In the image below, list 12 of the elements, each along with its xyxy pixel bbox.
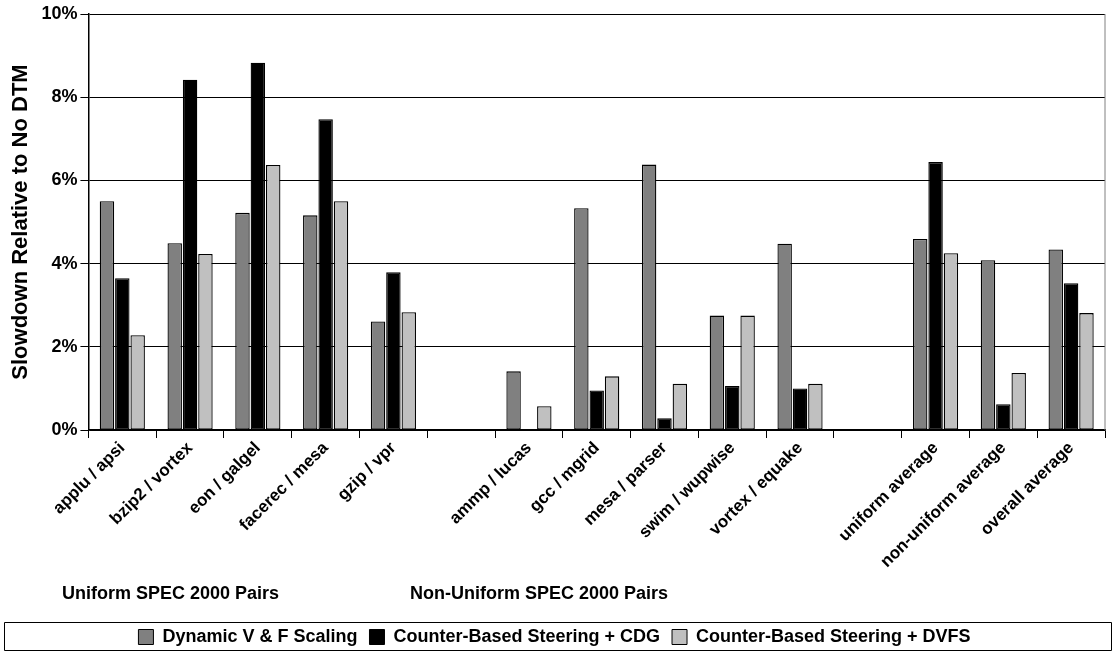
- legend-label: Counter-Based Steering + CDG: [393, 625, 661, 646]
- text: Non-Uniform SPEC 2000 Pairs: [410, 582, 669, 603]
- text: Uniform SPEC 2000 Pairs: [62, 582, 280, 603]
- y-tick-label: 4%: [51, 252, 78, 273]
- y-tick-label: 0%: [51, 418, 78, 439]
- y-tick-label: 10%: [41, 2, 78, 23]
- y-tick-label: 8%: [51, 86, 78, 107]
- y-tick-label: 2%: [51, 335, 78, 356]
- y-axis-title: Slowdown Relative to No DTM: [7, 64, 33, 380]
- legend-label: Dynamic V & F Scaling: [162, 625, 358, 646]
- y-tick-label: 6%: [51, 169, 78, 190]
- legend-label: Counter-Based Steering + DVFS: [696, 625, 971, 646]
